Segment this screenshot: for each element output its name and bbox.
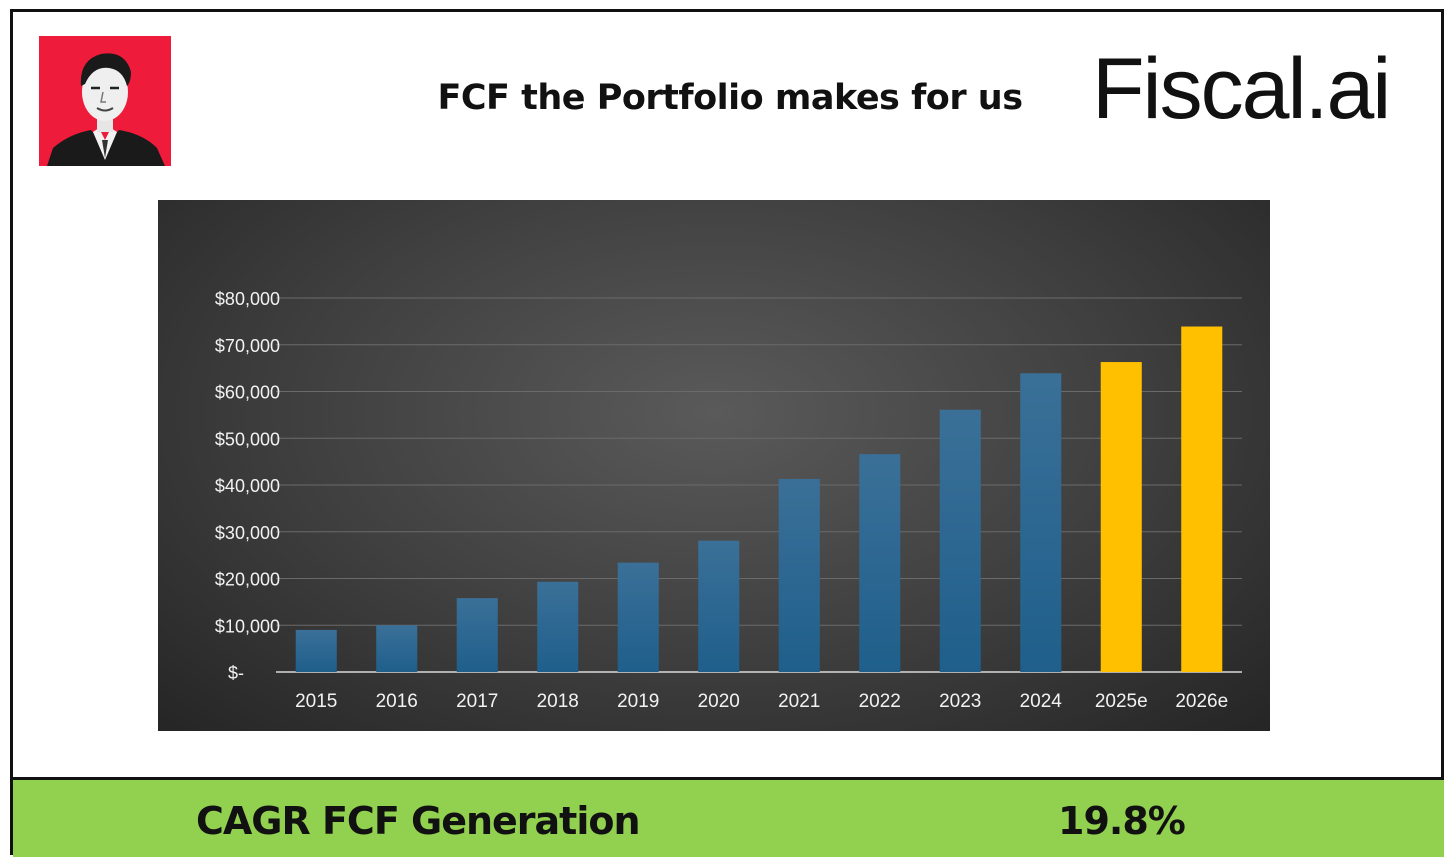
x-tick-label: 2018: [537, 691, 579, 712]
grid-layer: [276, 297, 1242, 673]
page-title: FCF the Portfolio makes for us: [437, 78, 1023, 118]
x-tick-label: 2023: [939, 691, 981, 712]
y-tick-label: $70,000: [215, 336, 280, 356]
x-tick-label: 2020: [698, 691, 740, 712]
bar-2022: [859, 454, 901, 672]
cagr-value: 19.8%: [1058, 799, 1186, 843]
x-tick-label: 2016: [376, 691, 418, 712]
y-tick-label: $10,000: [215, 616, 280, 636]
bar-2018: [537, 581, 579, 672]
bar-2023: [939, 409, 981, 672]
bar-2017: [456, 598, 498, 672]
x-tick-label: 2022: [859, 691, 901, 712]
x-tick-label: 2026e: [1175, 691, 1228, 712]
cagr-label: CAGR FCF Generation: [196, 799, 641, 843]
bar-layer: [295, 326, 1223, 672]
x-tick-label: 2025e: [1095, 691, 1148, 712]
bar-2025e: [1100, 362, 1142, 672]
chart-panel: $- $10,000 $20,000 $30,000 $40,000 $50,000 $60…: [158, 200, 1270, 731]
cagr-footer: CAGR FCF Generation 19.8%: [13, 777, 1444, 857]
x-tick-label: 2017: [456, 691, 498, 712]
x-tick-label: 2021: [778, 691, 820, 712]
x-tick-label: 2024: [1020, 691, 1063, 712]
y-tick-label: $40,000: [215, 476, 280, 496]
label-layer: $- $10,000 $20,000 $30,000 $40,000 $50,000 $60…: [215, 289, 1228, 712]
fiscal-ai-logo: Fiscal.ai: [1092, 41, 1391, 137]
bar-2024: [1020, 373, 1062, 672]
bar-2016: [376, 625, 418, 672]
bar-2021: [778, 478, 820, 672]
y-tick-label: $60,000: [215, 383, 280, 403]
y-tick-label: $20,000: [215, 570, 280, 590]
y-tick-label: $80,000: [215, 289, 280, 309]
bar-2020: [698, 540, 740, 672]
portrait-icon: [39, 36, 171, 166]
y-tick-label: $50,000: [215, 429, 280, 449]
bar-2019: [617, 562, 659, 672]
bar-2026e: [1181, 326, 1223, 672]
bar-2015: [295, 629, 337, 672]
y-tick-label: $30,000: [215, 523, 280, 543]
avatar: [39, 36, 171, 166]
y-tick-label: $-: [228, 663, 244, 683]
x-tick-label: 2015: [295, 691, 337, 712]
fcf-bar-chart: $- $10,000 $20,000 $30,000 $40,000 $50,000 $60…: [215, 289, 1242, 712]
x-tick-label: 2019: [617, 691, 659, 712]
